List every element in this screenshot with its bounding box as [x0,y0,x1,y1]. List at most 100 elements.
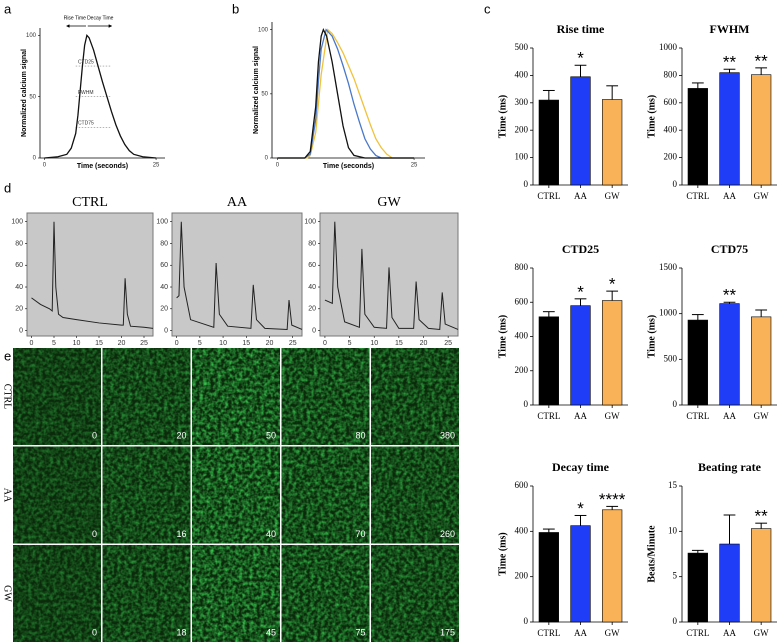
frame-label: 260 [440,529,455,539]
y-label: Time (ms) [497,315,508,358]
y-tick-label: 200 [515,571,529,581]
chart-title: Beating rate [698,460,762,474]
chart-title: CTRL [72,195,108,210]
bar [602,509,623,623]
x-tick-label: 15 [242,340,250,347]
significance: ** [755,507,769,526]
x-tick-label: GW [754,411,769,421]
y-tick-label: 0 [524,399,529,409]
y-tick-label: 800 [515,262,529,272]
row-label: GW [2,585,13,602]
significance: * [577,49,584,68]
x-tick-label: 15 [395,340,403,347]
x-tick-label: AA [574,191,587,201]
image-texture [192,348,280,445]
y-tick-label: 200 [515,124,529,134]
trace [31,221,154,329]
chart-title: CTD75 [711,242,748,256]
image-texture [281,348,370,445]
image-texture [281,446,370,544]
y-tick-label: 100 [304,219,316,226]
y-tick-label: 400 [664,124,678,134]
bar [719,303,740,406]
x-tick-label: 0 [276,163,280,169]
y-label: Beats/Minute [646,525,657,583]
y-tick-label: 600 [664,97,678,107]
bar [602,99,623,186]
chart-title: AA [227,195,248,210]
x-tick-label: 20 [420,340,428,347]
y-tick-label: 80 [15,240,23,247]
y-tick-label: 20 [160,306,168,313]
x-tick-label: 25 [289,340,297,347]
x-tick-label: 10 [370,340,378,347]
frame-label: 0 [92,627,97,637]
frame-label: 80 [355,430,365,440]
x-tick-label: 20 [266,340,274,347]
bar [538,99,559,186]
bar [751,74,772,186]
y-tick-label: 50 [261,91,268,97]
frame-label: 70 [355,529,365,539]
y-tick-label: 600 [515,296,529,306]
level-label: FWHM [78,90,94,96]
image-texture [371,446,459,544]
y-tick-label: 40 [160,284,168,291]
y-tick-label: 0 [673,399,678,409]
trace [277,28,415,159]
x-tick-label: GW [754,191,769,201]
x-tick-label: GW [754,628,769,638]
image-texture [102,446,191,544]
trace [324,221,459,331]
y-tick-label: 60 [160,262,168,269]
y-tick-label: 40 [15,284,23,291]
significance: * [577,282,584,301]
x-tick-label: 5 [198,340,202,347]
y-tick-label: 100 [258,27,269,33]
bar [719,543,740,623]
significance: * [577,499,584,518]
y-label: Time (ms) [646,315,657,358]
y-tick-label: 300 [515,97,529,107]
y-tick-label: 0 [19,327,23,334]
frame-label: 45 [266,627,276,637]
y-tick-label: 5 [673,571,678,581]
bar [570,76,591,186]
x-tick-label: GW [605,411,620,421]
y-tick-label: 0 [524,616,529,626]
y-tick-label: 600 [515,480,529,490]
frame-label: 16 [176,529,186,539]
frame-label: 0 [92,529,97,539]
significance: ** [723,53,737,72]
y-tick-label: 1000 [659,308,678,318]
y-tick-label: 0 [673,179,678,189]
plot-background [26,212,154,337]
y-tick-label: 100 [515,152,529,162]
y-tick-label: 15 [668,480,678,490]
x-tick-label: 15 [95,340,103,347]
y-tick-label: 0 [312,327,316,334]
x-tick-label: CTRL [686,628,709,638]
frame-label: 175 [440,627,455,637]
y-tick-label: 0 [33,156,37,162]
bar [719,72,740,186]
x-tick-label: 25 [153,163,160,169]
x-tick-label: 25 [411,163,418,169]
bar [751,528,772,623]
frame-label: 75 [355,627,365,637]
y-tick-label: 1500 [659,262,678,272]
x-tick-label: CTRL [537,628,560,638]
y-label: Time (ms) [646,95,657,138]
y-tick-label: 40 [308,284,316,291]
level-label: CTD75 [78,121,94,127]
bar [570,525,591,623]
y-tick-label: 400 [515,525,529,535]
y-tick-label: 100 [11,219,23,226]
x-label: Time (seconds) [323,163,374,170]
y-tick-label: 800 [664,69,678,79]
x-tick-label: 0 [43,163,47,169]
panel-label: b [232,1,239,16]
trace [176,221,303,330]
y-tick-label: 500 [515,42,529,52]
y-tick-label: 100 [156,219,168,226]
